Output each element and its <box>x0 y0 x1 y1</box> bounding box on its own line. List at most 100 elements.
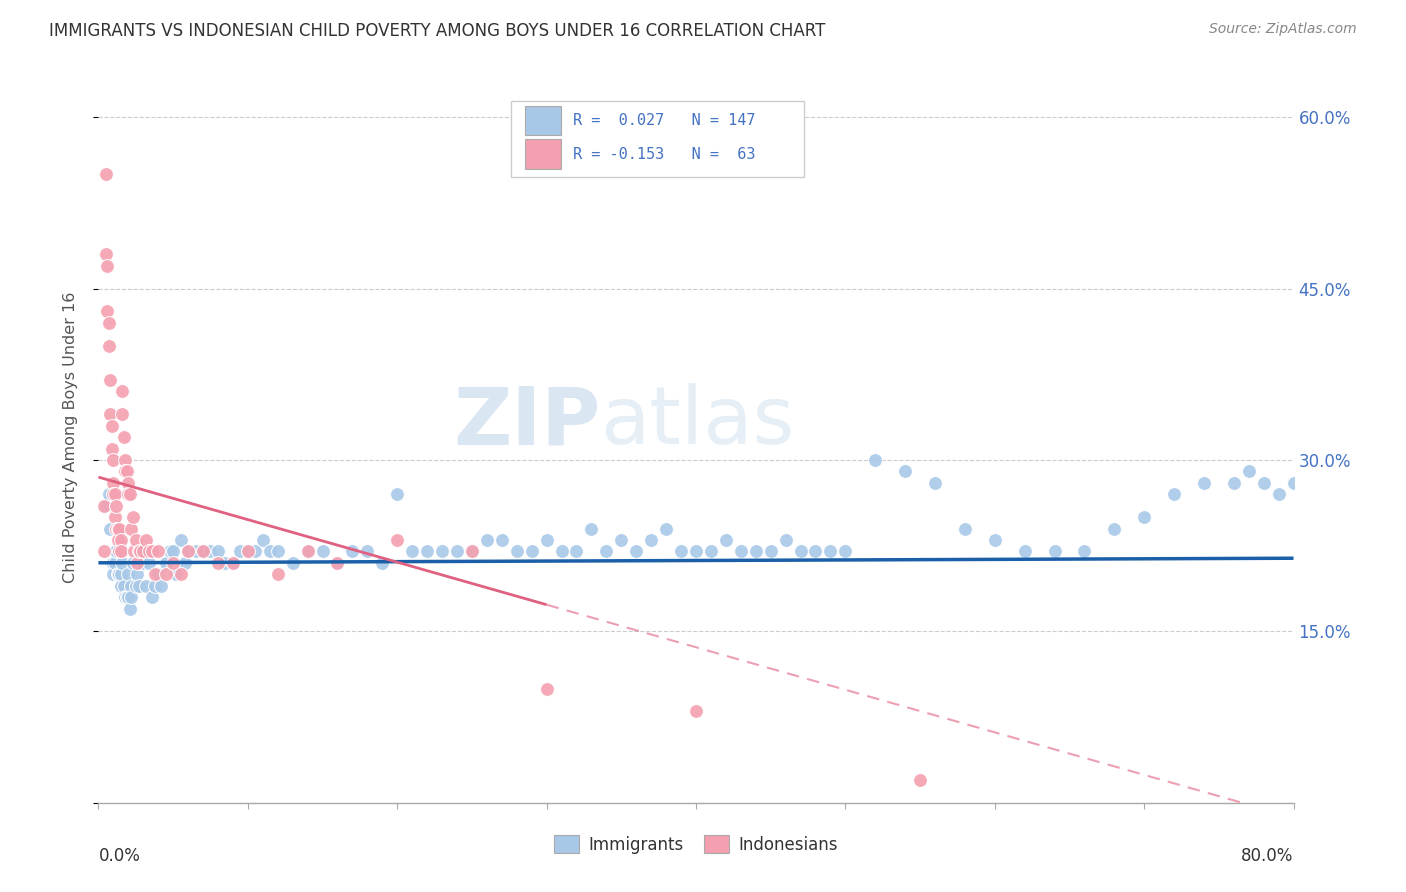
Point <box>626 544 648 558</box>
Point <box>121 510 143 524</box>
Point <box>125 533 148 547</box>
Point <box>834 544 856 558</box>
Point <box>120 579 142 593</box>
Point <box>107 521 129 535</box>
Point <box>229 544 252 558</box>
Point <box>236 544 259 558</box>
Point <box>1014 544 1036 558</box>
Point <box>93 499 115 513</box>
Point <box>110 579 132 593</box>
Text: Source: ZipAtlas.com: Source: ZipAtlas.com <box>1209 22 1357 37</box>
Point <box>138 556 160 570</box>
Point <box>96 304 118 318</box>
Point <box>135 533 157 547</box>
Point <box>114 464 136 478</box>
Point <box>311 544 333 558</box>
Point <box>105 521 128 535</box>
Point <box>103 453 125 467</box>
Point <box>865 453 887 467</box>
Point <box>1223 475 1246 490</box>
Point <box>214 556 236 570</box>
Point <box>94 167 117 181</box>
Text: atlas: atlas <box>600 384 794 461</box>
Text: IMMIGRANTS VS INDONESIAN CHILD POVERTY AMONG BOYS UNDER 16 CORRELATION CHART: IMMIGRANTS VS INDONESIAN CHILD POVERTY A… <box>49 22 825 40</box>
Point <box>143 579 166 593</box>
Point <box>207 544 229 558</box>
Point <box>117 475 139 490</box>
Point <box>111 407 134 421</box>
Point <box>128 544 150 558</box>
Point <box>111 556 134 570</box>
Point <box>200 544 222 558</box>
Point <box>159 544 181 558</box>
Point <box>1267 487 1289 501</box>
Point <box>97 338 120 352</box>
Point <box>520 544 543 558</box>
Point <box>135 579 157 593</box>
Point <box>1133 510 1156 524</box>
Point <box>191 544 214 558</box>
Legend: Immigrants, Indonesians: Immigrants, Indonesians <box>547 829 845 860</box>
Point <box>1073 544 1095 558</box>
Point <box>1163 487 1185 501</box>
Point <box>115 590 138 604</box>
Point <box>385 533 409 547</box>
Point <box>685 544 707 558</box>
Point <box>150 579 173 593</box>
FancyBboxPatch shape <box>510 101 804 178</box>
Point <box>111 384 134 399</box>
Point <box>267 544 290 558</box>
Point <box>1192 475 1215 490</box>
Point <box>1253 475 1275 490</box>
Point <box>177 544 200 558</box>
Point <box>148 544 170 558</box>
Point <box>894 464 917 478</box>
Point <box>117 487 139 501</box>
Point <box>174 556 197 570</box>
Point <box>104 487 127 501</box>
Point <box>775 533 797 547</box>
Point <box>127 556 149 570</box>
Point <box>143 567 166 582</box>
Point <box>759 544 782 558</box>
Point <box>110 533 132 547</box>
Point <box>536 533 558 547</box>
Point <box>128 579 150 593</box>
Point <box>98 407 122 421</box>
Point <box>401 544 423 558</box>
Point <box>104 556 127 570</box>
Point <box>177 544 200 558</box>
Point <box>118 487 141 501</box>
Point <box>105 499 128 513</box>
Point <box>326 556 349 570</box>
Point <box>125 579 148 593</box>
Point <box>222 556 245 570</box>
Point <box>94 247 117 261</box>
Point <box>342 544 364 558</box>
Point <box>120 521 142 535</box>
Point <box>107 567 129 582</box>
Point <box>117 590 139 604</box>
Point <box>120 590 142 604</box>
Point <box>132 556 155 570</box>
Point <box>430 544 453 558</box>
Point <box>1237 464 1260 478</box>
Point <box>745 544 768 558</box>
Point <box>326 556 349 570</box>
Point <box>108 544 131 558</box>
Point <box>506 544 529 558</box>
Point <box>104 510 127 524</box>
Point <box>127 567 149 582</box>
Point <box>101 418 124 433</box>
Point <box>124 544 146 558</box>
Point <box>1043 544 1066 558</box>
Point <box>297 544 319 558</box>
Point <box>98 373 122 387</box>
Point <box>281 556 304 570</box>
Point <box>371 556 394 570</box>
Point <box>103 556 125 570</box>
Point <box>1282 475 1305 490</box>
Point <box>148 567 170 582</box>
Point <box>700 544 723 558</box>
Point <box>252 533 274 547</box>
